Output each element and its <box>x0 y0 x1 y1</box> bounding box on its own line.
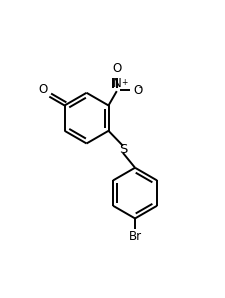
Text: Br: Br <box>128 230 141 243</box>
Text: O: O <box>133 84 142 97</box>
Text: S: S <box>118 143 126 156</box>
Text: O: O <box>38 83 47 96</box>
Text: N: N <box>112 77 121 91</box>
Text: +: + <box>120 78 126 87</box>
Text: O: O <box>112 62 121 74</box>
Text: -: - <box>137 83 140 92</box>
